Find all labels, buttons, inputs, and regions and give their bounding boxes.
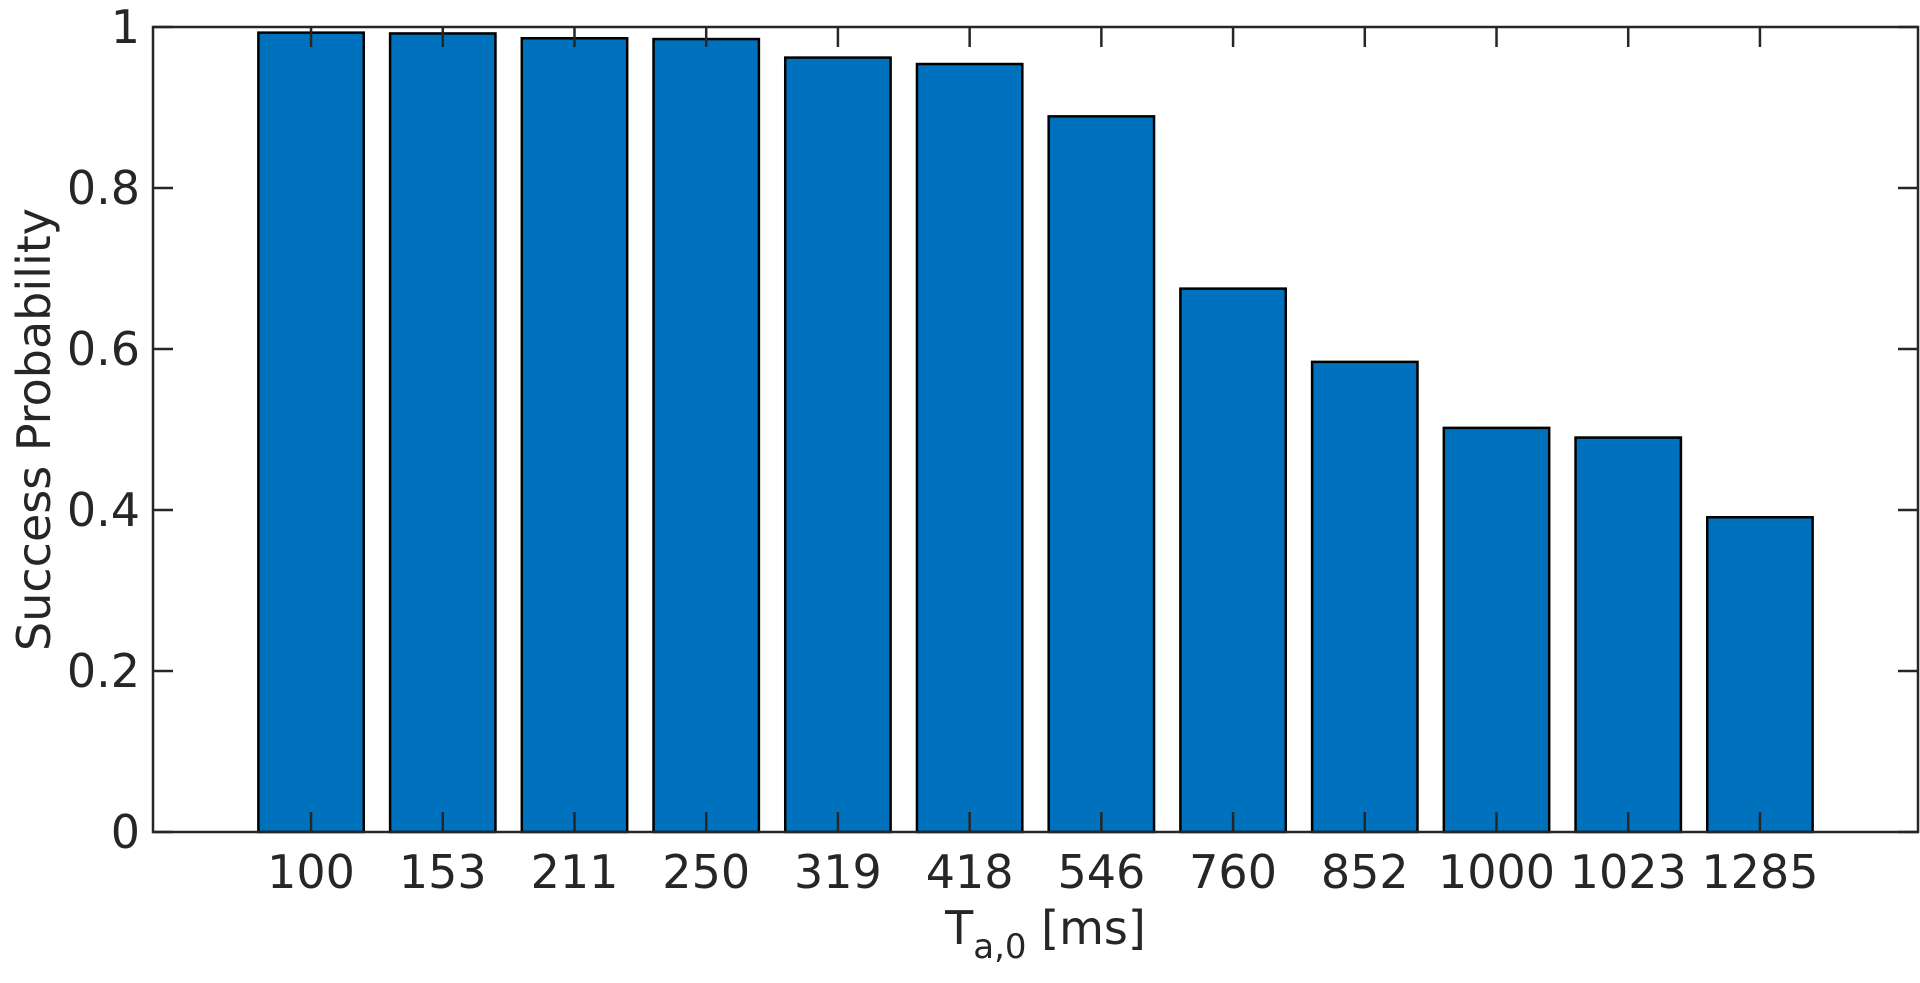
bar-1023 [1574,436,1683,834]
x-tick-label: 1285 [1701,845,1818,899]
bar-211 [520,37,629,834]
x-axis-label-main: T [944,901,974,955]
x-axis-label-subscript: a,0 [973,927,1026,967]
ticks-group [153,25,1918,834]
x-tick-label: 418 [926,845,1014,899]
y-axis-label: Success Probability [7,208,61,651]
bar-1000 [1442,426,1551,834]
x-tick-label: 1023 [1570,845,1687,899]
bar-1285 [1706,515,1814,834]
bar-760 [1179,287,1288,834]
x-tick-label: 153 [399,845,487,899]
y-tick-label: 1 [111,0,140,54]
bars-group [257,31,1814,834]
y-tick-label: 0 [111,805,140,859]
x-axis-label-unit: [ms] [1027,901,1146,955]
x-axis-label: Ta,0 [ms] [944,901,1146,967]
x-tick-label: 100 [267,845,355,899]
bar-250 [652,37,761,834]
bar-100 [257,31,365,834]
tick-labels-group: 100 153 211 250 319 418 546 760 852 1000 1023 1285 0… [67,0,1819,899]
bar-546 [1047,115,1156,834]
x-tick-label: 546 [1057,845,1145,899]
x-tick-label: 250 [662,845,750,899]
x-tick-label: 211 [531,845,619,899]
x-tick-label: 852 [1321,845,1409,899]
y-tick-label: 0.2 [67,644,140,698]
x-tick-label: 319 [794,845,882,899]
bar-319 [783,56,892,834]
y-tick-label: 0.6 [67,322,140,376]
plot-frame [151,25,1920,834]
y-tick-label: 0.8 [67,161,140,215]
x-tick-label: 1000 [1438,845,1555,899]
y-tick-label: 0.4 [67,483,140,537]
bar-153 [388,32,497,834]
bar-852 [1310,360,1419,834]
x-tick-label: 760 [1189,845,1277,899]
bar-418 [915,62,1024,834]
